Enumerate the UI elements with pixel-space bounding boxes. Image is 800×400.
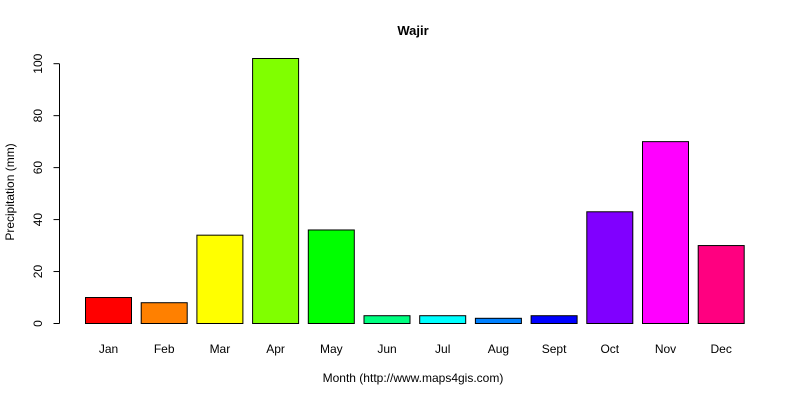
x-tick-label: Jul [435, 342, 450, 356]
x-tick-labels: Jan Feb Mar Apr May Jun Jul Aug Sept Oct Nov Dec [99, 342, 732, 356]
y-tick-label: 20 [31, 265, 45, 279]
bar-feb [140, 302, 188, 325]
x-tick-label: Aug [488, 342, 509, 356]
bar-jan [85, 297, 132, 325]
y-tick-label: 80 [31, 109, 45, 123]
bar-may [307, 229, 355, 324]
x-tick-label: Sept [542, 342, 567, 356]
x-tick-label: Jan [99, 342, 118, 356]
bar-dec [697, 245, 745, 324]
x-tick-label: Apr [266, 342, 285, 356]
y-tick-label: 60 [31, 161, 45, 175]
x-tick-label: Nov [655, 342, 676, 356]
y-tick-label: 100 [31, 53, 45, 73]
y-tick-label: 40 [31, 213, 45, 227]
bar-oct [586, 211, 634, 324]
x-axis-label: Month (http://www.maps4gis.com) [323, 371, 504, 385]
bar-mar [196, 234, 244, 325]
x-tick-label: May [320, 342, 343, 356]
x-tick-label: Jun [377, 342, 396, 356]
bar-jul [419, 315, 467, 324]
bar-nov [642, 141, 689, 324]
bars-group [85, 58, 745, 325]
x-tick-label: Dec [711, 342, 732, 356]
x-tick-label: Oct [600, 342, 619, 356]
bar-jun [363, 315, 411, 324]
y-axis-label: Precipitation (mm) [3, 143, 17, 240]
y-axis: 0 20 40 60 80 100 [31, 53, 60, 327]
chart-title: Wajir [397, 23, 428, 38]
y-tick-label: 0 [31, 320, 45, 327]
bar-apr [252, 58, 300, 324]
bar-aug [474, 317, 522, 325]
x-tick-label: Mar [210, 342, 231, 356]
bar-sept [530, 315, 578, 324]
x-tick-label: Feb [154, 342, 175, 356]
